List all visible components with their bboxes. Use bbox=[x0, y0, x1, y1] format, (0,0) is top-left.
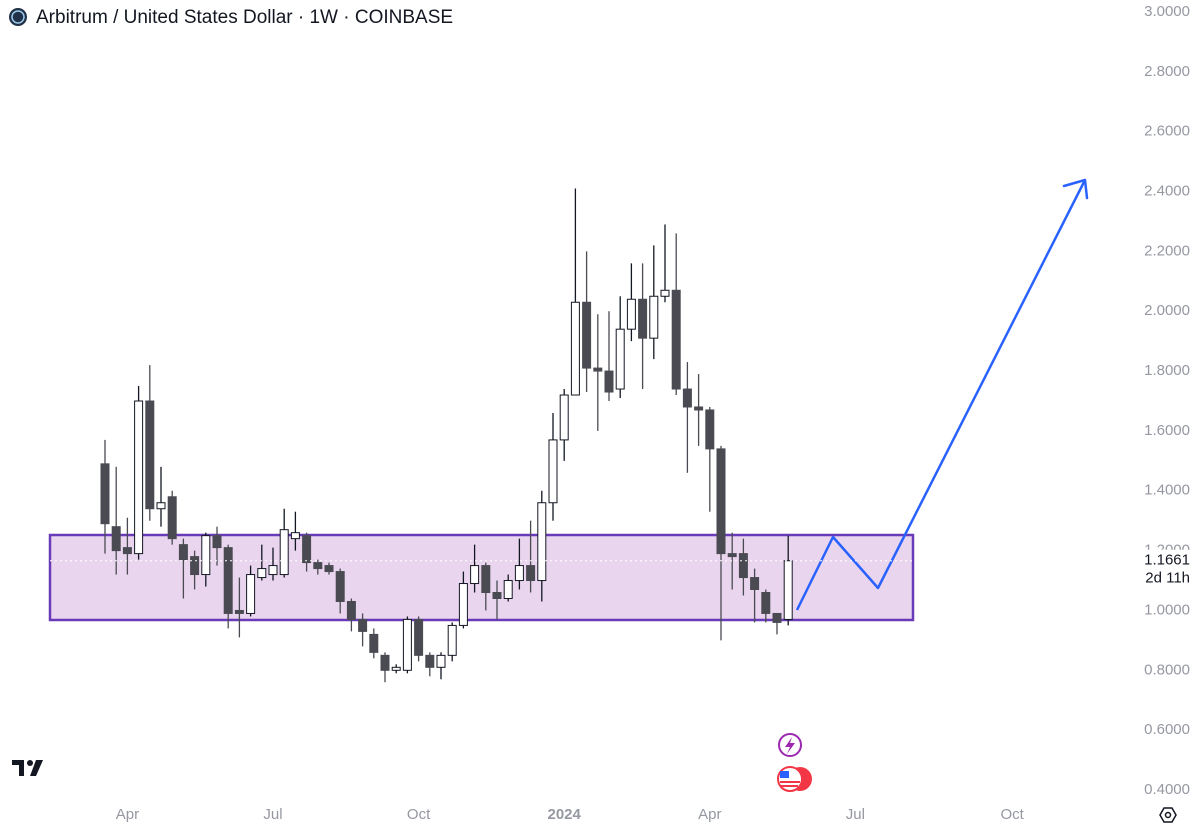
candle-body bbox=[481, 565, 491, 594]
candle-body bbox=[290, 532, 300, 540]
candle-body bbox=[436, 654, 446, 668]
candle-body bbox=[447, 624, 457, 656]
candle-body bbox=[100, 463, 110, 525]
candle-body bbox=[335, 571, 345, 602]
candle-body bbox=[369, 633, 379, 653]
last-price-bg bbox=[1132, 549, 1198, 590]
candle-body bbox=[257, 568, 267, 579]
candle-body bbox=[570, 301, 580, 396]
candle-body bbox=[772, 612, 782, 623]
y-tick-label: 2.8000 bbox=[1144, 63, 1190, 80]
candle-body bbox=[380, 654, 390, 671]
y-tick-label: 1.0000 bbox=[1144, 601, 1190, 618]
y-tick-label: 0.6000 bbox=[1144, 721, 1190, 738]
y-tick-label: 3.0000 bbox=[1144, 3, 1190, 20]
candle-body bbox=[537, 502, 547, 582]
candle-body bbox=[604, 370, 614, 393]
candle-body bbox=[649, 295, 659, 339]
x-tick-label: Jul bbox=[263, 806, 282, 823]
candle-body bbox=[178, 544, 188, 561]
candle-body bbox=[414, 618, 424, 656]
y-tick-label: 2.2000 bbox=[1144, 242, 1190, 259]
candle-body bbox=[167, 496, 177, 540]
candle-body bbox=[190, 556, 200, 576]
x-tick-label: Oct bbox=[407, 806, 431, 823]
candle-body bbox=[671, 289, 681, 390]
candle-body bbox=[694, 406, 704, 411]
candle-body bbox=[783, 560, 793, 620]
y-tick-label: 1.4000 bbox=[1144, 482, 1190, 499]
settings-button[interactable] bbox=[1159, 807, 1177, 823]
candle-body bbox=[716, 448, 726, 555]
candle-body bbox=[425, 654, 435, 668]
candle-body bbox=[402, 618, 412, 671]
candle-body bbox=[358, 618, 368, 632]
candle-body bbox=[134, 400, 144, 555]
chart-title: Arbitrum / United States Dollar · 1W · C… bbox=[36, 7, 453, 28]
candle-body bbox=[660, 289, 670, 297]
candle-body bbox=[458, 583, 468, 626]
candle-body bbox=[705, 409, 715, 450]
x-tick-label: Apr bbox=[698, 806, 721, 823]
candle-body bbox=[738, 553, 748, 579]
candle-body bbox=[615, 328, 625, 390]
candle-body bbox=[201, 535, 211, 576]
countdown-label: 2d 11h bbox=[1145, 570, 1190, 587]
candle-body bbox=[122, 547, 132, 555]
candle-body bbox=[727, 553, 737, 558]
symbol-icon-ring bbox=[11, 10, 25, 24]
candle-body bbox=[268, 565, 278, 576]
x-tick-label: 2024 bbox=[548, 806, 582, 823]
event-icons[interactable] bbox=[777, 733, 812, 792]
candle-body bbox=[761, 592, 771, 614]
y-tick-label: 1.6000 bbox=[1144, 422, 1190, 439]
projection-arrowhead bbox=[1062, 178, 1089, 200]
candle-body bbox=[514, 565, 524, 582]
candle-body bbox=[313, 562, 323, 570]
candle-body bbox=[234, 609, 244, 614]
candles bbox=[100, 188, 793, 683]
y-tick-label: 1.8000 bbox=[1144, 362, 1190, 379]
candle-body bbox=[324, 565, 334, 573]
candle-body bbox=[156, 502, 166, 510]
candle-body bbox=[682, 388, 692, 408]
candle-body bbox=[223, 547, 233, 614]
x-tick-label: Apr bbox=[116, 806, 139, 823]
candle-body bbox=[470, 565, 480, 585]
candle-body bbox=[582, 301, 592, 369]
tv-logo bbox=[12, 760, 43, 776]
x-tick-label: Oct bbox=[1001, 806, 1025, 823]
candle-body bbox=[279, 529, 289, 576]
candle-body bbox=[626, 298, 636, 330]
candle-body bbox=[111, 526, 121, 552]
candle-body bbox=[593, 367, 603, 372]
last-price-label: 1.1661 bbox=[1144, 552, 1190, 569]
candle-body bbox=[638, 298, 648, 339]
x-tick-label: Jul bbox=[846, 806, 865, 823]
projection-path[interactable] bbox=[795, 179, 1087, 611]
candle-body bbox=[526, 565, 536, 582]
candle-body bbox=[548, 439, 558, 504]
candle-body bbox=[391, 666, 401, 671]
y-tick-label: 2.4000 bbox=[1144, 183, 1190, 200]
candle-body bbox=[346, 600, 356, 620]
y-tick-label: 2.6000 bbox=[1144, 123, 1190, 140]
y-tick-label: 0.4000 bbox=[1144, 781, 1190, 798]
candle-body bbox=[503, 580, 513, 599]
candle-body bbox=[246, 574, 256, 614]
y-tick-label: 2.0000 bbox=[1144, 302, 1190, 319]
candle-body bbox=[559, 394, 569, 441]
candle-body bbox=[212, 535, 222, 549]
y-tick-label: 0.8000 bbox=[1144, 661, 1190, 678]
candle-body bbox=[492, 592, 502, 599]
candle-body bbox=[145, 400, 155, 510]
candle-body bbox=[750, 577, 760, 591]
candle-body bbox=[302, 535, 312, 564]
